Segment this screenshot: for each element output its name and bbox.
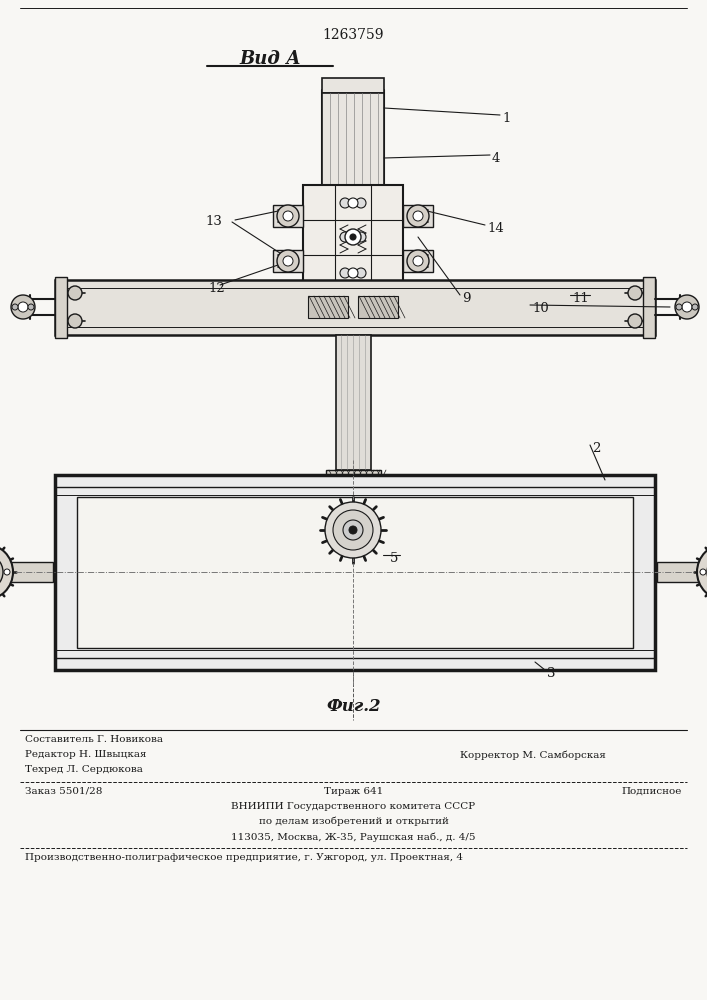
Text: 4: 4 [492,152,501,165]
Circle shape [343,520,363,540]
Bar [303,185,403,295]
Circle shape [356,232,366,242]
Circle shape [700,569,706,575]
Text: 9: 9 [462,292,470,305]
Text: Подписное: Подписное [621,787,682,796]
Circle shape [675,295,699,319]
Text: 1263759: 1263759 [323,28,384,42]
Circle shape [348,198,358,208]
Bar [55,475,655,670]
Bar [273,205,303,227]
Circle shape [28,304,34,310]
Text: 113035, Москва, Ж-35, Раушская наб., д. 4/5: 113035, Москва, Ж-35, Раушская наб., д. … [231,832,476,842]
Bar [3,562,53,582]
Bar [346,496,352,502]
Text: 2: 2 [592,442,600,455]
Text: 12: 12 [208,282,225,295]
Circle shape [283,211,293,221]
Circle shape [697,544,707,600]
Circle shape [277,205,299,227]
Text: Техред Л. Сердюкова: Техред Л. Сердюкова [25,765,143,774]
Bar [308,296,348,318]
Circle shape [18,302,28,312]
Bar [322,78,384,93]
Circle shape [407,250,429,272]
Circle shape [413,211,423,221]
Circle shape [11,295,35,319]
Text: Составитель Г. Новикова: Составитель Г. Новикова [25,735,163,744]
Bar [362,496,368,502]
Bar [326,470,381,488]
Bar [403,250,433,272]
Circle shape [340,198,350,208]
Text: Корректор М. Самборская: Корректор М. Самборская [460,750,606,760]
Bar [322,93,384,185]
Bar [358,296,398,318]
Circle shape [356,268,366,278]
Bar [643,277,655,338]
Text: 13: 13 [205,215,222,228]
Bar [338,496,344,502]
Circle shape [277,250,299,272]
Text: 1: 1 [502,112,510,125]
Text: 5: 5 [390,552,398,565]
Circle shape [333,510,373,550]
Circle shape [348,268,358,278]
Circle shape [407,205,429,227]
Circle shape [0,554,3,590]
Bar [55,277,67,338]
Text: Редактор Н. Швыцкая: Редактор Н. Швыцкая [25,750,146,759]
Text: Производственно-полиграфическое предприятие, г. Ужгород, ул. Проектная, 4: Производственно-полиграфическое предприя… [25,853,463,862]
Circle shape [692,304,698,310]
Circle shape [325,502,381,558]
Text: по делам изобретений и открытий: по делам изобретений и открытий [259,817,448,826]
Bar [657,562,707,582]
Bar [403,205,433,227]
Circle shape [350,234,356,240]
Text: 3: 3 [547,667,556,680]
Circle shape [628,286,642,300]
Text: Фиг.2: Фиг.2 [326,698,381,715]
Circle shape [12,304,18,310]
Circle shape [682,302,692,312]
Text: ВНИИПИ Государственного комитета СССР: ВНИИПИ Государственного комитета СССР [231,802,476,811]
Circle shape [0,544,13,600]
Circle shape [283,256,293,266]
Circle shape [356,198,366,208]
Circle shape [68,314,82,328]
Circle shape [340,232,350,242]
Circle shape [4,569,10,575]
Text: 14: 14 [487,222,504,235]
Circle shape [68,286,82,300]
Text: 10: 10 [532,302,549,315]
Circle shape [345,229,361,245]
Circle shape [676,304,682,310]
Circle shape [413,256,423,266]
Text: 11: 11 [572,292,589,305]
Bar [55,280,655,335]
Circle shape [349,526,357,534]
Text: Тираж 641: Тираж 641 [324,787,383,796]
Text: Вид А: Вид А [239,50,301,68]
Circle shape [628,314,642,328]
Bar [273,250,303,272]
Circle shape [340,268,350,278]
Bar [354,496,360,502]
Bar [336,335,371,470]
Bar [77,497,633,648]
Text: Заказ 5501/28: Заказ 5501/28 [25,787,103,796]
